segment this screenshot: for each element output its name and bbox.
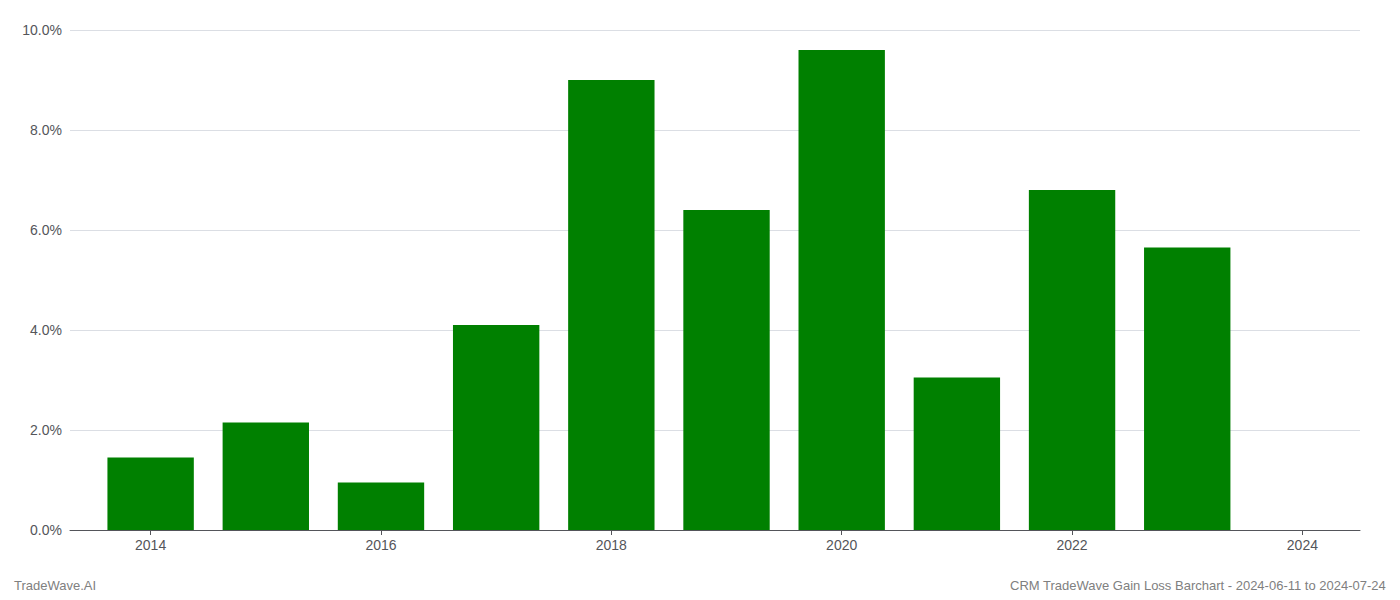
svg-text:2024: 2024	[1287, 537, 1318, 553]
svg-text:0.0%: 0.0%	[30, 522, 62, 538]
svg-text:2020: 2020	[826, 537, 857, 553]
svg-text:2016: 2016	[365, 537, 396, 553]
svg-text:2022: 2022	[1056, 537, 1087, 553]
svg-text:8.0%: 8.0%	[30, 122, 62, 138]
svg-text:6.0%: 6.0%	[30, 222, 62, 238]
svg-text:2.0%: 2.0%	[30, 422, 62, 438]
svg-text:2018: 2018	[596, 537, 627, 553]
svg-text:2014: 2014	[135, 537, 166, 553]
svg-text:4.0%: 4.0%	[30, 322, 62, 338]
svg-text:10.0%: 10.0%	[22, 22, 62, 38]
svg-text:CRM TradeWave Gain Loss Barcha: CRM TradeWave Gain Loss Barchart - 2024-…	[1010, 578, 1386, 593]
svg-text:TradeWave.AI: TradeWave.AI	[14, 578, 96, 593]
